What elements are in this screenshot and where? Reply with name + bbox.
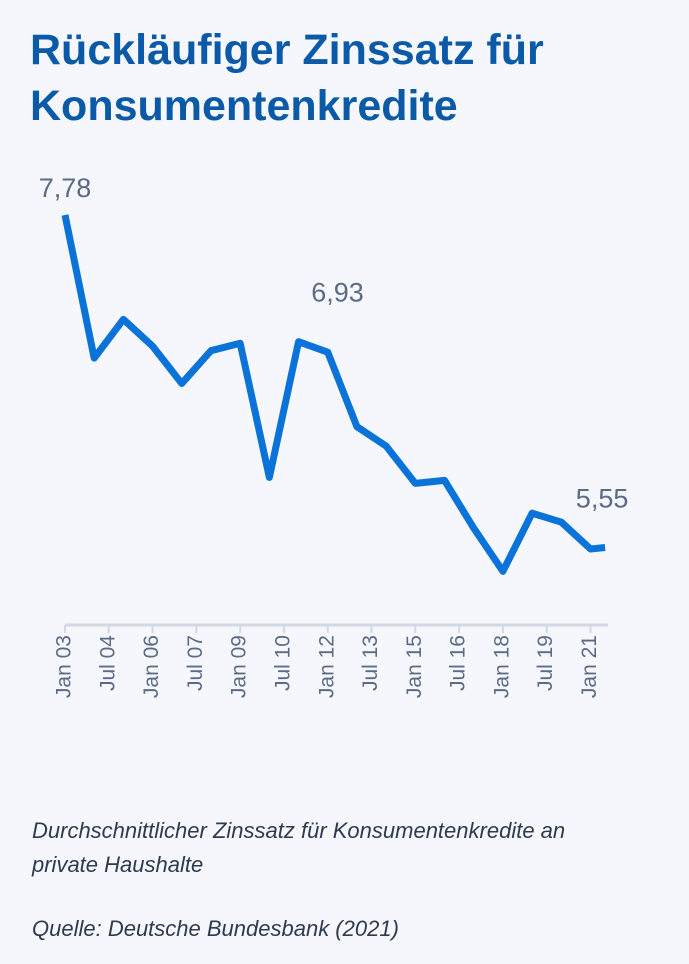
chart-title: Rückläufiger Zinssatz für Konsumentenkre… — [30, 26, 544, 130]
x-tick-label: Jan 15 — [403, 635, 426, 698]
x-tick-label: Jan 18 — [490, 635, 513, 698]
x-tick-label: Jul 13 — [359, 635, 382, 691]
line — [61, 214, 606, 575]
x-tick-label: Jul 19 — [534, 635, 557, 691]
x-tick-label: Jan 12 — [315, 635, 338, 698]
data-label: 7,78 — [39, 173, 92, 203]
chart: Jan 03 Jul 04 Jan 06 Jul 07 Jan 09 Jul 10 Jan … — [39, 173, 629, 698]
x-tick-label: Jul 07 — [184, 635, 207, 691]
x-tick-label: Jul 04 — [96, 635, 119, 691]
x-tick-label: Jan 21 — [578, 635, 601, 698]
source: Quelle: Deutsche Bundesbank (2021) — [32, 916, 399, 941]
x-tick-label: Jan 09 — [228, 635, 251, 698]
x-tick-label: Jul 16 — [447, 635, 470, 691]
data-label: 5,55 — [576, 483, 629, 513]
x-tick-label: Jan 03 — [53, 635, 76, 698]
subtitle: Durchschnittlicher Zinssatz für Konsumen… — [32, 818, 566, 877]
x-tick-label: Jul 10 — [271, 635, 294, 691]
x-tick-label: Jan 06 — [140, 635, 163, 698]
data-label: 6,93 — [311, 278, 364, 308]
